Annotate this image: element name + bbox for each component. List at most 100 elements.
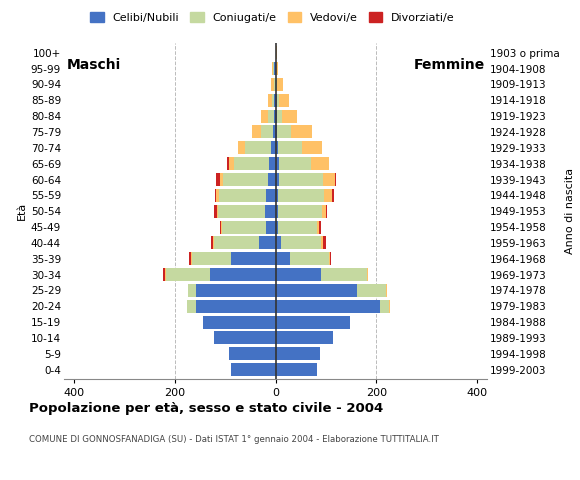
Bar	[238, 141, 245, 154]
Bar	[389, 300, 390, 313]
Bar	[196, 284, 276, 297]
Bar	[329, 252, 330, 265]
Bar	[386, 284, 387, 297]
Bar	[277, 125, 291, 138]
Bar	[266, 204, 275, 218]
Bar	[281, 109, 297, 122]
Bar	[221, 220, 222, 234]
Bar	[276, 348, 320, 360]
Bar	[380, 300, 389, 313]
Bar	[276, 125, 277, 138]
Bar	[210, 268, 276, 281]
Text: Maschi: Maschi	[66, 59, 121, 72]
Bar	[214, 332, 276, 345]
Text: COMUNE DI GONNOSFANADIGA (SU) - Dati ISTAT 1° gennaio 2004 - Elaborazione TUTTIT: COMUNE DI GONNOSFANADIGA (SU) - Dati IST…	[29, 435, 439, 444]
Bar	[188, 284, 196, 297]
Bar	[192, 252, 231, 265]
Bar	[245, 141, 271, 154]
Bar	[220, 173, 223, 186]
Bar	[276, 157, 278, 170]
Bar	[332, 189, 335, 202]
Bar	[367, 268, 368, 281]
Bar	[276, 268, 321, 281]
Bar	[231, 363, 276, 376]
Bar	[234, 157, 270, 170]
Bar	[273, 62, 274, 75]
Bar	[277, 109, 281, 122]
Bar	[276, 252, 289, 265]
Bar	[276, 109, 277, 122]
Bar	[252, 125, 261, 138]
Bar	[259, 237, 276, 250]
Bar	[166, 268, 210, 281]
Bar	[276, 46, 277, 59]
Bar	[335, 173, 336, 186]
Bar	[278, 157, 311, 170]
Bar	[270, 157, 275, 170]
Bar	[216, 189, 219, 202]
Bar	[322, 204, 327, 218]
Bar	[321, 237, 323, 250]
Bar	[271, 78, 274, 91]
Bar	[268, 173, 276, 186]
Bar	[276, 316, 350, 329]
Bar	[231, 252, 276, 265]
Bar	[219, 189, 266, 202]
Bar	[278, 189, 324, 202]
Bar	[268, 94, 272, 107]
Bar	[323, 173, 335, 186]
Bar	[276, 204, 278, 218]
Bar	[266, 189, 276, 202]
Bar	[271, 141, 275, 154]
Bar	[212, 237, 213, 250]
Bar	[302, 141, 322, 154]
Bar	[276, 237, 281, 250]
Bar	[327, 204, 328, 218]
Bar	[229, 348, 276, 360]
Bar	[278, 220, 317, 234]
Bar	[274, 62, 276, 75]
Bar	[218, 204, 266, 218]
Bar	[330, 252, 331, 265]
Bar	[289, 252, 329, 265]
Bar	[216, 173, 220, 186]
Bar	[223, 173, 268, 186]
Bar	[204, 316, 276, 329]
Bar	[216, 204, 218, 218]
Bar	[311, 157, 329, 170]
Bar	[317, 220, 320, 234]
Bar	[269, 109, 274, 122]
Bar	[214, 204, 216, 218]
Bar	[213, 237, 214, 250]
Bar	[214, 237, 259, 250]
Bar	[261, 125, 274, 138]
Bar	[320, 220, 321, 234]
Bar	[189, 252, 191, 265]
Bar	[274, 78, 276, 91]
Bar	[196, 300, 276, 313]
Bar	[229, 157, 234, 170]
Bar	[163, 268, 165, 281]
Bar	[276, 284, 357, 297]
Bar	[227, 157, 229, 170]
Bar	[323, 237, 326, 250]
Bar	[191, 252, 192, 265]
Bar	[276, 94, 277, 107]
Bar	[276, 78, 277, 91]
Bar	[274, 125, 276, 138]
Y-axis label: Età: Età	[17, 202, 27, 220]
Bar	[165, 268, 166, 281]
Bar	[222, 220, 266, 234]
Bar	[278, 141, 302, 154]
Bar	[261, 109, 269, 122]
Text: Femmine: Femmine	[414, 59, 485, 72]
Bar	[276, 300, 380, 313]
Bar	[279, 94, 289, 107]
Bar	[276, 220, 278, 234]
Bar	[274, 109, 276, 122]
Y-axis label: Anno di nascita: Anno di nascita	[566, 168, 575, 254]
Bar	[276, 363, 317, 376]
Bar	[281, 237, 321, 250]
Bar	[187, 300, 196, 313]
Bar	[215, 189, 216, 202]
